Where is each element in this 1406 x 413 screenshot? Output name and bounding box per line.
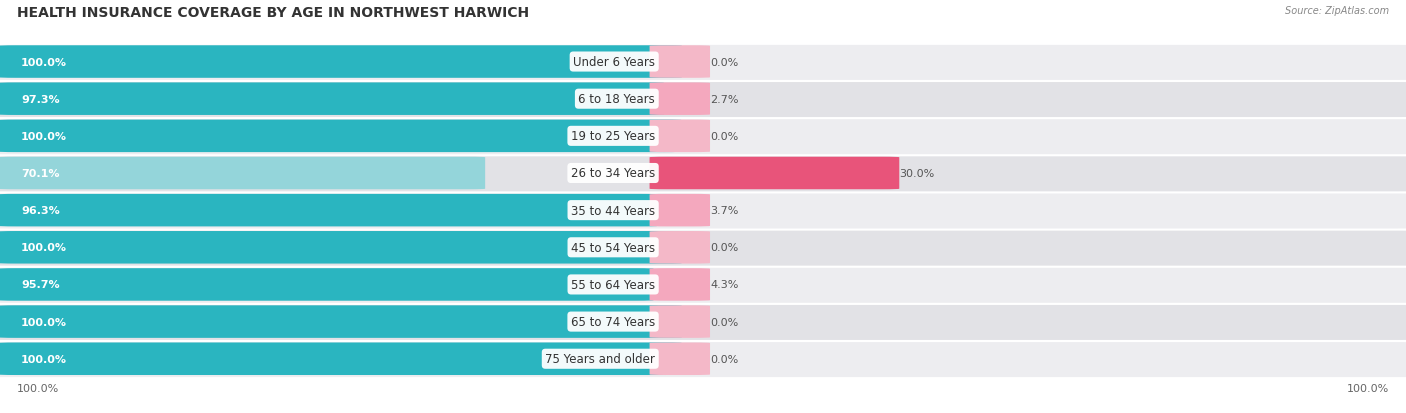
Text: 100.0%: 100.0% (1347, 383, 1389, 393)
Text: 97.3%: 97.3% (21, 95, 59, 104)
FancyBboxPatch shape (650, 343, 710, 375)
FancyBboxPatch shape (0, 195, 658, 227)
FancyBboxPatch shape (650, 46, 710, 78)
FancyBboxPatch shape (0, 120, 1406, 155)
FancyBboxPatch shape (0, 343, 682, 375)
Text: 96.3%: 96.3% (21, 206, 60, 216)
FancyBboxPatch shape (0, 157, 485, 190)
Text: 6 to 18 Years: 6 to 18 Years (578, 93, 655, 106)
FancyBboxPatch shape (0, 83, 1406, 118)
Text: 95.7%: 95.7% (21, 280, 59, 290)
Text: 0.0%: 0.0% (710, 131, 738, 142)
Text: Source: ZipAtlas.com: Source: ZipAtlas.com (1285, 6, 1389, 16)
FancyBboxPatch shape (650, 268, 710, 301)
FancyBboxPatch shape (0, 231, 682, 264)
FancyBboxPatch shape (0, 83, 664, 116)
FancyBboxPatch shape (0, 342, 1406, 377)
Text: 2.7%: 2.7% (710, 95, 738, 104)
FancyBboxPatch shape (650, 83, 710, 116)
FancyBboxPatch shape (0, 120, 682, 153)
FancyBboxPatch shape (0, 305, 1406, 340)
Text: 45 to 54 Years: 45 to 54 Years (571, 241, 655, 254)
Text: 26 to 34 Years: 26 to 34 Years (571, 167, 655, 180)
FancyBboxPatch shape (0, 306, 682, 338)
Text: 100.0%: 100.0% (21, 131, 67, 142)
FancyBboxPatch shape (650, 231, 710, 264)
Text: 3.7%: 3.7% (710, 206, 738, 216)
Text: 70.1%: 70.1% (21, 169, 59, 178)
FancyBboxPatch shape (0, 268, 1406, 303)
Text: 100.0%: 100.0% (21, 354, 67, 364)
Text: 0.0%: 0.0% (710, 354, 738, 364)
FancyBboxPatch shape (0, 268, 654, 301)
FancyBboxPatch shape (650, 157, 900, 190)
FancyBboxPatch shape (0, 231, 1406, 266)
Text: 0.0%: 0.0% (710, 57, 738, 67)
Text: 35 to 44 Years: 35 to 44 Years (571, 204, 655, 217)
FancyBboxPatch shape (650, 120, 710, 153)
FancyBboxPatch shape (0, 46, 682, 78)
Text: Under 6 Years: Under 6 Years (574, 56, 655, 69)
FancyBboxPatch shape (650, 195, 710, 227)
Text: 55 to 64 Years: 55 to 64 Years (571, 278, 655, 291)
FancyBboxPatch shape (650, 306, 710, 338)
Text: 30.0%: 30.0% (900, 169, 935, 178)
FancyBboxPatch shape (0, 46, 1406, 81)
Text: 4.3%: 4.3% (710, 280, 738, 290)
Text: 100.0%: 100.0% (21, 243, 67, 253)
FancyBboxPatch shape (0, 157, 1406, 192)
Text: 65 to 74 Years: 65 to 74 Years (571, 316, 655, 328)
Text: 0.0%: 0.0% (710, 243, 738, 253)
Text: HEALTH INSURANCE COVERAGE BY AGE IN NORTHWEST HARWICH: HEALTH INSURANCE COVERAGE BY AGE IN NORT… (17, 6, 529, 20)
Text: 0.0%: 0.0% (710, 317, 738, 327)
FancyBboxPatch shape (0, 194, 1406, 229)
Text: 100.0%: 100.0% (21, 57, 67, 67)
Text: 19 to 25 Years: 19 to 25 Years (571, 130, 655, 143)
Text: 100.0%: 100.0% (17, 383, 59, 393)
Text: 75 Years and older: 75 Years and older (546, 352, 655, 366)
Text: 100.0%: 100.0% (21, 317, 67, 327)
